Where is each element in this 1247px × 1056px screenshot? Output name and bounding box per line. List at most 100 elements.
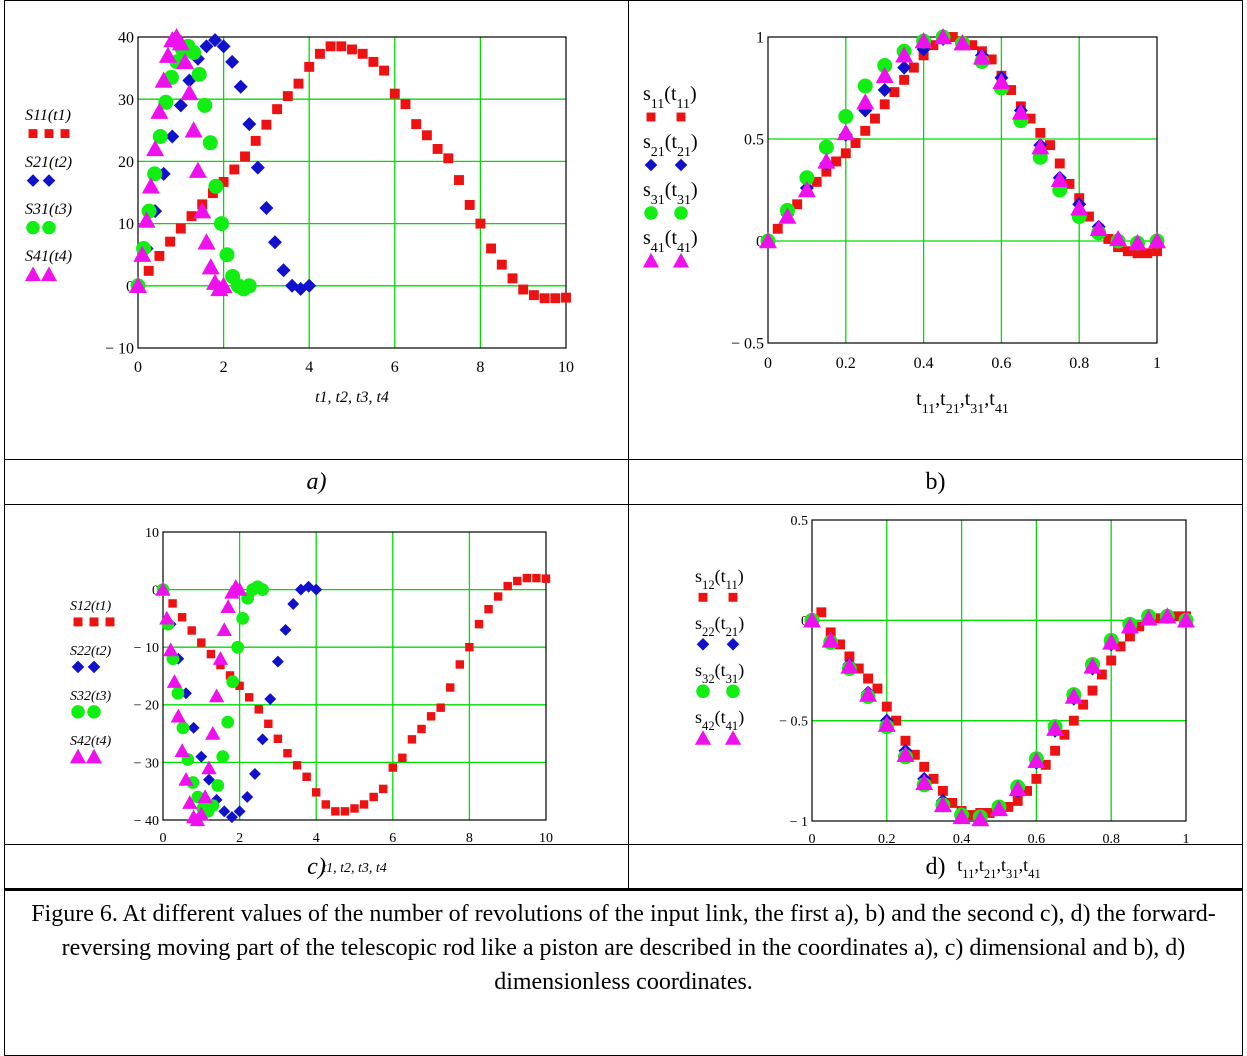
data-point <box>205 725 221 740</box>
y-tick-label: 0 <box>126 278 134 295</box>
data-point <box>226 675 240 689</box>
data-point <box>212 651 229 665</box>
data-point <box>915 773 934 791</box>
data-point <box>803 611 821 628</box>
data-point <box>1083 657 1102 674</box>
x-tick-label: 8 <box>476 359 484 376</box>
x-tick-label: 0.8 <box>1102 832 1120 847</box>
plot-frame <box>137 36 567 349</box>
data-point <box>187 721 200 734</box>
y-tick-label: 0.5 <box>744 132 764 149</box>
data-point <box>1045 140 1055 151</box>
data-point <box>197 233 216 250</box>
data-point <box>759 232 777 249</box>
x-axis-label: t11,t21,t31,t41 <box>957 855 1040 881</box>
data-point <box>283 748 292 758</box>
data-point <box>279 623 292 636</box>
data-point <box>170 708 186 723</box>
data-point <box>220 599 236 613</box>
legend-marker <box>26 220 40 235</box>
data-point <box>407 735 417 744</box>
data-point <box>1035 127 1046 138</box>
legend-marker <box>44 129 54 139</box>
chart-a: 0 2 4 6 8 10− 10010203040S11(t1)S21(t2)S31(t3… <box>24 28 574 406</box>
legend-marker <box>73 617 83 627</box>
data-point <box>150 102 169 119</box>
data-point <box>818 139 834 155</box>
data-point <box>1120 617 1139 634</box>
data-point <box>191 66 207 82</box>
data-point <box>146 139 165 157</box>
x-tick-label: 8 <box>466 831 473 846</box>
data-point <box>187 626 196 635</box>
data-point <box>1012 795 1023 806</box>
legend-marker <box>674 206 688 220</box>
data-point <box>972 48 991 65</box>
data-point <box>835 639 845 650</box>
x-axis-label: t1, t2, t3, t4 <box>322 861 387 876</box>
legend-marker <box>26 174 40 187</box>
data-point <box>895 46 914 63</box>
data-point <box>1102 633 1121 650</box>
data-point <box>235 681 244 690</box>
y-tick-label: − 0.5 <box>779 715 808 730</box>
data-point <box>811 176 822 187</box>
data-point <box>311 788 321 797</box>
data-point <box>990 799 1008 817</box>
data-point <box>933 795 952 813</box>
data-point <box>261 119 272 130</box>
data-point <box>282 91 293 102</box>
legend-marker <box>694 730 712 745</box>
data-point <box>1128 234 1147 251</box>
data-point <box>952 807 971 825</box>
data-point <box>165 236 176 247</box>
data-point <box>836 123 855 141</box>
data-point <box>197 789 213 804</box>
legend-marker <box>40 266 58 282</box>
legend-marker <box>89 617 99 627</box>
data-point <box>133 245 152 262</box>
data-point <box>165 129 180 144</box>
legend-marker <box>28 129 38 139</box>
data-point <box>914 32 933 49</box>
legend-marker <box>87 705 101 719</box>
data-point <box>206 649 216 659</box>
x-tick-label: 0.6 <box>1028 832 1046 847</box>
data-point <box>182 795 198 809</box>
data-point <box>507 273 518 284</box>
data-point <box>178 772 194 786</box>
data-point <box>159 610 175 625</box>
data-point <box>1109 229 1128 247</box>
legend-label: s21(t21) <box>643 131 698 160</box>
data-point <box>171 34 190 51</box>
data-point <box>792 199 803 210</box>
data-point <box>875 66 894 83</box>
data-point <box>900 735 911 746</box>
data-point <box>199 39 214 54</box>
data-point <box>1122 246 1133 257</box>
data-point <box>314 48 325 59</box>
figure-caption: Figure 6. At different values of the num… <box>4 890 1243 1056</box>
data-point <box>1083 211 1094 222</box>
data-point <box>388 763 398 772</box>
data-point <box>254 705 263 714</box>
data-point <box>175 223 186 234</box>
data-point <box>154 250 165 261</box>
data-point <box>417 724 426 734</box>
data-point <box>379 65 390 76</box>
data-point <box>967 40 978 51</box>
data-point <box>928 40 939 51</box>
data-point <box>264 719 273 729</box>
legend-marker <box>642 252 660 268</box>
x-tick-label: 1 <box>1183 832 1190 847</box>
data-point <box>1011 103 1030 120</box>
data-point <box>173 98 188 113</box>
data-point <box>816 607 827 618</box>
y-tick-label: − 10 <box>134 641 159 656</box>
y-tick-label: 20 <box>118 154 134 171</box>
data-point <box>799 170 815 186</box>
data-point <box>241 791 254 803</box>
data-point <box>411 119 422 130</box>
chart-d: 0 0.2 0.4 0.6 0.8 1 − 1 − 0.5 0 0.5 s12(t11) s22(t2… <box>694 514 1195 881</box>
data-point <box>513 576 522 586</box>
